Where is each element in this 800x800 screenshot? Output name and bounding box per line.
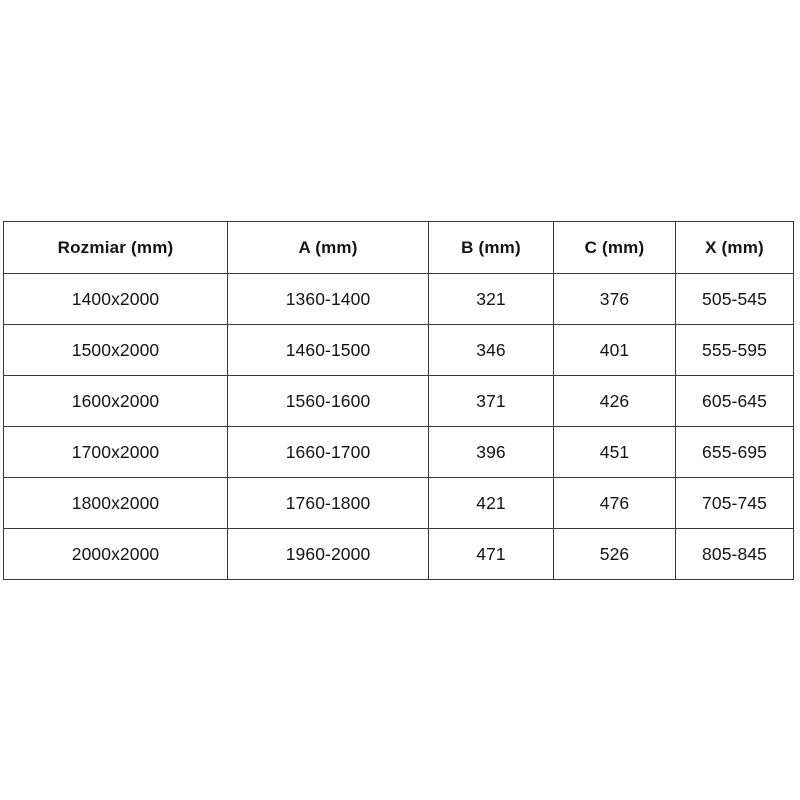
table-row: 1700x2000 1660-1700 396 451 655-695 [3,426,794,478]
column-header-a: A (mm) [227,221,429,274]
cell-a: 1560-1600 [227,375,429,427]
cell-x: 605-645 [675,375,794,427]
table-row: 2000x2000 1960-2000 471 526 805-845 [3,528,794,580]
cell-size: 1500x2000 [3,324,228,376]
cell-a: 1460-1500 [227,324,429,376]
shower-enclosure-dimensions-table: Rozmiar (mm) A (mm) B (mm) C (mm) X (mm)… [3,221,794,580]
cell-a: 1760-1800 [227,477,429,529]
column-header-size: Rozmiar (mm) [3,221,228,274]
cell-b: 346 [428,324,554,376]
table-row: 1800x2000 1760-1800 421 476 705-745 [3,477,794,529]
cell-b: 371 [428,375,554,427]
cell-c: 476 [553,477,676,529]
column-header-c: C (mm) [553,221,676,274]
column-header-b: B (mm) [428,221,554,274]
table-header-row: Rozmiar (mm) A (mm) B (mm) C (mm) X (mm) [3,221,794,274]
cell-size: 2000x2000 [3,528,228,580]
cell-c: 376 [553,273,676,325]
cell-a: 1960-2000 [227,528,429,580]
cell-b: 471 [428,528,554,580]
cell-size: 1700x2000 [3,426,228,478]
column-header-x: X (mm) [675,221,794,274]
cell-a: 1360-1400 [227,273,429,325]
cell-a: 1660-1700 [227,426,429,478]
table-row: 1400x2000 1360-1400 321 376 505-545 [3,273,794,325]
cell-c: 526 [553,528,676,580]
table-body: 1400x2000 1360-1400 321 376 505-545 1500… [3,273,794,580]
cell-x: 505-545 [675,273,794,325]
cell-size: 1600x2000 [3,375,228,427]
cell-size: 1400x2000 [3,273,228,325]
cell-c: 401 [553,324,676,376]
cell-c: 426 [553,375,676,427]
cell-c: 451 [553,426,676,478]
cell-x: 555-595 [675,324,794,376]
cell-x: 655-695 [675,426,794,478]
cell-b: 421 [428,477,554,529]
cell-b: 396 [428,426,554,478]
table-row: 1500x2000 1460-1500 346 401 555-595 [3,324,794,376]
table-row: 1600x2000 1560-1600 371 426 605-645 [3,375,794,427]
cell-x: 705-745 [675,477,794,529]
cell-x: 805-845 [675,528,794,580]
table-header: Rozmiar (mm) A (mm) B (mm) C (mm) X (mm) [3,221,794,274]
cell-b: 321 [428,273,554,325]
cell-size: 1800x2000 [3,477,228,529]
